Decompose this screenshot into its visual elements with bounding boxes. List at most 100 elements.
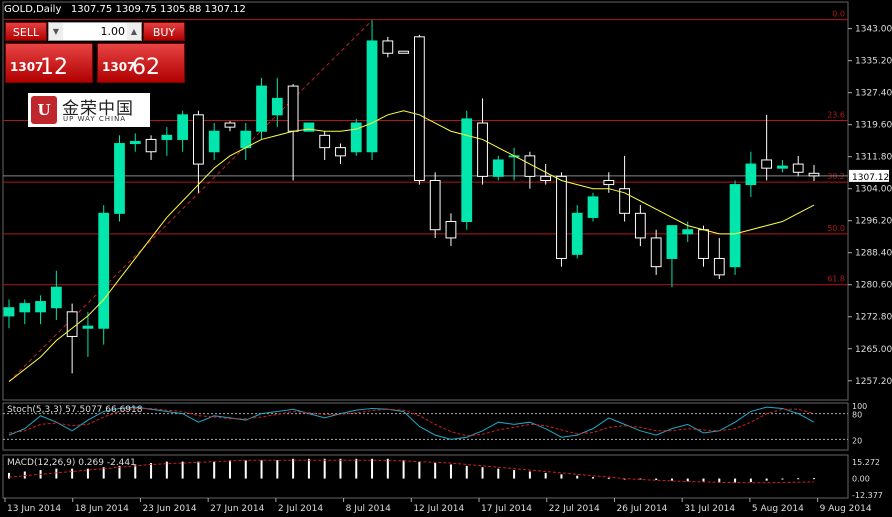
macd-histogram-bar: [150, 463, 153, 479]
sell-price-pips: 12: [40, 55, 68, 80]
fib-label: 0.0: [832, 10, 845, 19]
macd-histogram-bar: [260, 460, 263, 479]
candle-body: [35, 301, 46, 313]
decrease-lot-icon[interactable]: ▼: [49, 23, 63, 40]
candle-body: [619, 188, 630, 214]
y-tick-label: 1343.00: [855, 25, 892, 35]
lot-size-input[interactable]: 1.00: [100, 25, 126, 38]
fib-label: 61.8: [827, 275, 845, 284]
candle-body: [208, 130, 220, 153]
y-tick-label: 1311.80: [855, 153, 892, 163]
candle-body: [66, 311, 78, 337]
y-tick-label: 1335.20: [855, 57, 892, 67]
fib-label: 23.6: [827, 111, 845, 120]
candle-body: [335, 147, 346, 157]
candle-body: [145, 138, 157, 153]
candle-body: [161, 134, 173, 140]
x-tick-label: 23 Jun 2014: [142, 504, 196, 514]
macd-histogram-bar: [228, 460, 231, 479]
candle-body: [287, 85, 299, 132]
candle-body: [682, 229, 694, 235]
macd-histogram-bar: [418, 461, 421, 479]
candle-body: [808, 172, 820, 177]
y-tick-label: 1288.40: [855, 249, 892, 259]
x-tick-label: 22 Jul 2014: [549, 504, 600, 514]
macd-histogram-bar: [655, 478, 658, 480]
macd-histogram-bar: [181, 461, 184, 479]
x-tick-label: 13 Jun 2014: [7, 504, 61, 514]
candle-body: [271, 97, 283, 116]
one-click-trade-panel: SELL ▼ 1.00 ▲ BUY 1307 12 1307 62: [5, 22, 185, 84]
candle-body: [461, 118, 473, 223]
candle-body: [698, 229, 709, 259]
macd-histogram-bar: [465, 465, 468, 479]
candle-body: [413, 36, 425, 181]
macd-histogram-bar: [23, 471, 26, 479]
macd-histogram-bar: [607, 477, 610, 479]
sell-button[interactable]: SELL: [5, 22, 47, 41]
x-tick-label: 2 Jul 2014: [278, 504, 323, 514]
candle-body: [587, 196, 599, 218]
macd-signal-line: [8, 459, 815, 484]
macd-histogram-bar: [449, 464, 452, 479]
macd-histogram-bar: [544, 472, 547, 479]
macd-histogram-bar: [670, 478, 673, 481]
sell-price-prefix: 1307: [10, 60, 44, 74]
candle-body: [634, 212, 646, 239]
macd-histogram-bar: [165, 461, 168, 479]
y-tick-label: 1296.20: [855, 217, 892, 227]
x-tick-label: 26 Jul 2014: [616, 504, 667, 514]
macd-axis-bottom: -12.377: [852, 491, 883, 500]
candle-body: [50, 286, 62, 309]
increase-lot-icon[interactable]: ▲: [127, 23, 141, 40]
candle-body: [556, 175, 567, 259]
macd-histogram-bar: [339, 458, 342, 479]
broker-logo: U 金荣中国 UP WAY CHINA: [28, 93, 150, 127]
candle-body: [745, 163, 757, 186]
candle-body: [19, 303, 31, 313]
sell-price-box[interactable]: 1307 12: [5, 43, 93, 83]
candle-body: [666, 225, 678, 259]
macd-histogram-bar: [323, 458, 326, 479]
candle-body: [303, 122, 315, 132]
candle-body: [114, 143, 125, 214]
candle-body: [193, 114, 204, 165]
fib-label: 38.2: [827, 172, 845, 181]
macd-histogram-bar: [244, 460, 247, 479]
current-price-label: 1307.12: [852, 173, 889, 183]
macd-histogram-bar: [560, 474, 563, 479]
candle-body: [713, 257, 725, 276]
x-tick-label: 12 Jul 2014: [413, 504, 464, 514]
candle-body: [492, 159, 504, 177]
macd-histogram-bar: [276, 460, 279, 479]
logo-subtitle: UP WAY CHINA: [63, 115, 127, 123]
x-tick-label: 8 Jul 2014: [346, 504, 391, 514]
macd-histogram-bar: [481, 467, 484, 479]
buy-price-box[interactable]: 1307 62: [97, 43, 185, 83]
macd-histogram-bar: [386, 458, 389, 479]
buy-button[interactable]: BUY: [143, 22, 185, 41]
stoch-level-100: 100: [852, 402, 867, 411]
macd-histogram-bar: [134, 464, 137, 479]
candle-body: [3, 307, 15, 317]
candle-body: [445, 221, 457, 239]
stoch-level-80: 80: [852, 411, 862, 420]
macd-histogram-bar: [8, 472, 10, 479]
x-tick-label: 9 Aug 2014: [820, 504, 872, 514]
candle-body: [429, 179, 441, 231]
macd-axis-zero: 0.00: [852, 475, 870, 484]
stoch-label: Stoch(5,3,3) 57.5077 66.6918: [7, 405, 143, 415]
macd-histogram-bar: [213, 461, 216, 479]
macd-histogram-bar: [718, 478, 721, 483]
y-tick-label: 1304.00: [855, 185, 892, 195]
lot-size-stepper[interactable]: ▼ 1.00 ▲: [48, 22, 142, 41]
macd-histogram-bar: [55, 468, 58, 479]
macd-label: MACD(12,26,9) 0.269 -2.441: [7, 458, 136, 468]
candle-body: [650, 237, 662, 268]
y-tick-label: 1319.60: [855, 121, 892, 131]
stoch-level-20: 20: [852, 436, 862, 445]
candle-body: [382, 40, 394, 54]
stoch-panel-frame: [2, 402, 849, 451]
macd-histogram-bar: [702, 478, 705, 483]
